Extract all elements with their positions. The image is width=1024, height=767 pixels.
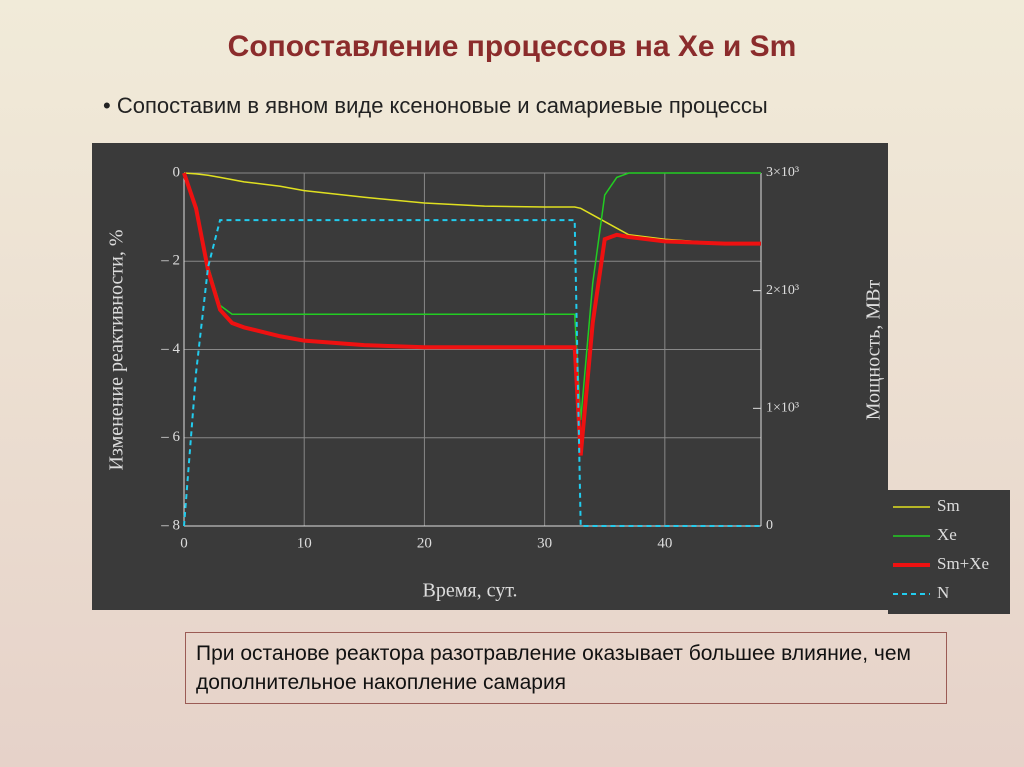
y-tick-label: – 8 [160, 517, 180, 533]
bullet-text: Сопоставим в явном виде ксеноновые и сам… [116, 93, 768, 118]
note-box: При останове реактора разотравление оказ… [185, 632, 947, 704]
y2-tick-label: 1×10³ [766, 401, 799, 416]
y-axis-label: Изменение реактивности, % [106, 230, 128, 471]
y2-tick-label: 0 [766, 518, 773, 533]
series-line [182, 172, 761, 456]
x-tick-label: 40 [657, 535, 672, 551]
legend-box [888, 490, 1010, 614]
series-line [183, 172, 761, 421]
slide-title: Сопоставление процессов на Xe и Sm [227, 30, 797, 63]
legend-label: Sm [937, 496, 960, 515]
legend-label: Xe [937, 525, 957, 544]
y-tick-label: – 4 [160, 341, 180, 357]
x-tick-label: 0 [180, 535, 188, 551]
x-tick-label: 30 [537, 535, 552, 551]
series-line [183, 172, 761, 245]
chart-panel [92, 143, 888, 610]
y2-axis-label: Мощность, МВт [863, 280, 885, 421]
y2-tick-label: 2×10³ [766, 283, 799, 298]
y2-tick-label: 3×10³ [766, 165, 799, 180]
legend-label: Sm+Xe [937, 554, 989, 573]
y-tick-label: 0 [173, 164, 181, 180]
y-tick-label: – 6 [160, 429, 180, 445]
y-tick-label: – 2 [160, 253, 180, 269]
legend-label: N [937, 583, 949, 602]
bullet: • Сопоставим в явном виде ксеноновые и с… [103, 93, 768, 118]
x-axis-label: Время, сут. [423, 580, 518, 602]
x-tick-label: 20 [417, 535, 432, 551]
x-tick-label: 10 [297, 535, 312, 551]
